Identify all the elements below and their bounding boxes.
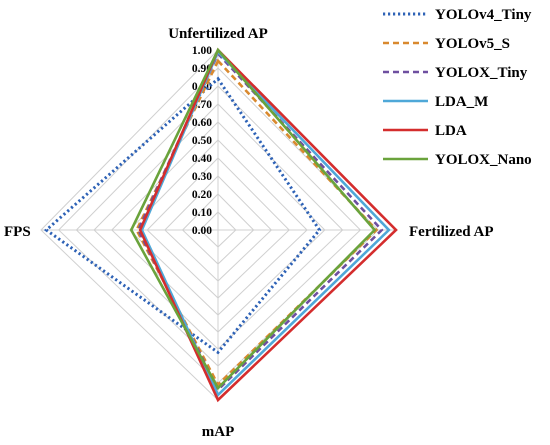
grid <box>40 49 397 401</box>
tick-label: 0.20 <box>192 189 212 201</box>
axis-labels: Unfertilized AP Fertilized AP mAP FPS <box>4 26 494 440</box>
legend-label: LDA <box>435 123 467 139</box>
tick-label: 1.00 <box>192 45 212 57</box>
legend: YOLOv4_Tiny YOLOv5_S YOLOX_Tiny LDA_M LDA YOL… <box>383 7 532 168</box>
tick-label: 0.40 <box>192 153 212 165</box>
series-group <box>43 47 398 403</box>
series-line <box>129 47 377 391</box>
tick-label: 0.50 <box>192 135 212 147</box>
tick-label: 0.10 <box>192 207 212 219</box>
axis-label: Unfertilized AP <box>168 26 268 42</box>
series-line <box>138 47 398 403</box>
legend-label: YOLOv5_S <box>435 36 510 52</box>
legend-label: YOLOv4_Tiny <box>435 7 532 23</box>
tick-label: 0.60 <box>192 117 212 129</box>
legend-label: YOLOX_Tiny <box>435 65 528 81</box>
series-line <box>140 49 391 398</box>
legend-label: YOLOX_Nano <box>435 152 532 168</box>
tick-label: 0.30 <box>192 171 212 183</box>
axis-label: mAP <box>202 424 235 440</box>
axis-label: Fertilized AP <box>409 224 494 240</box>
series-line <box>43 76 322 355</box>
legend-label: LDA_M <box>435 94 488 110</box>
axis-label: FPS <box>4 224 31 240</box>
tick-label: 0.00 <box>192 225 212 237</box>
